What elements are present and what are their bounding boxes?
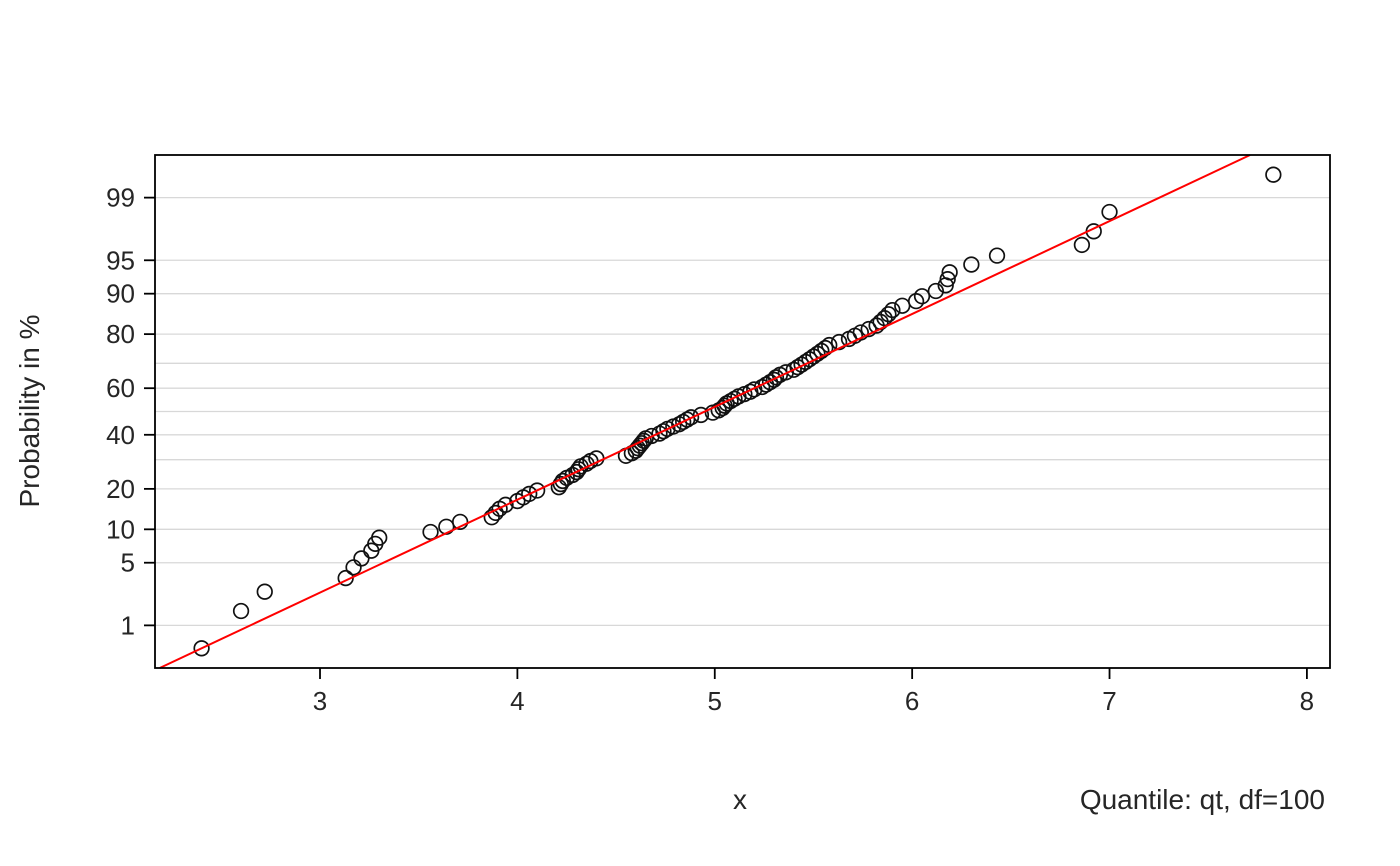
y-axis-title: Probability in % xyxy=(14,314,45,508)
data-point xyxy=(1101,203,1118,221)
data-point xyxy=(789,359,806,376)
data-point xyxy=(193,640,210,657)
data-point xyxy=(232,602,250,620)
data-point xyxy=(767,369,785,386)
reference-line xyxy=(159,154,1251,669)
data-point xyxy=(651,425,668,442)
y-tick-label: 95 xyxy=(106,245,135,275)
data-point xyxy=(521,485,538,503)
x-tick-label: 3 xyxy=(313,686,327,716)
y-tick-label: 80 xyxy=(106,319,135,349)
data-point xyxy=(422,523,439,541)
data-point xyxy=(941,264,958,281)
data-point xyxy=(451,513,469,531)
data-point xyxy=(907,292,925,310)
data-point xyxy=(671,416,688,433)
data-point xyxy=(675,413,692,431)
plot-box xyxy=(154,154,1331,669)
y-tick-label: 60 xyxy=(106,373,135,403)
data-point xyxy=(718,395,735,412)
data-point xyxy=(1073,236,1091,254)
y-tick-label: 10 xyxy=(106,514,135,544)
data-point xyxy=(722,392,739,410)
data-point xyxy=(765,371,783,388)
data-point xyxy=(552,475,569,493)
y-tick-label: 99 xyxy=(106,183,135,213)
data-point xyxy=(880,306,897,323)
data-point xyxy=(988,247,1006,264)
x-tick-label: 6 xyxy=(905,686,919,716)
x-tick-label: 8 xyxy=(1300,686,1314,716)
data-point xyxy=(438,518,455,535)
data-point xyxy=(256,583,273,600)
x-tick-label: 7 xyxy=(1102,686,1116,716)
data-point xyxy=(682,409,700,426)
data-point xyxy=(497,496,514,513)
data-point xyxy=(860,320,877,338)
data-point xyxy=(963,256,980,273)
quantile-caption: Quantile: qt, df=100 xyxy=(1079,784,1325,815)
x-tick-label: 5 xyxy=(708,686,722,716)
y-tick-label: 90 xyxy=(106,279,135,309)
data-point xyxy=(785,361,802,378)
data-point xyxy=(528,482,546,499)
data-point xyxy=(852,324,869,341)
data-point xyxy=(692,406,710,424)
data-point xyxy=(371,529,388,546)
data-point xyxy=(927,282,944,300)
x-axis-title: x xyxy=(733,784,747,815)
data-point xyxy=(939,271,956,288)
data-point xyxy=(655,423,672,440)
y-tick-label: 5 xyxy=(121,548,135,578)
data-point xyxy=(353,550,370,567)
data-point xyxy=(913,288,931,305)
x-tick-label: 4 xyxy=(510,686,524,716)
data-point xyxy=(1265,166,1282,183)
y-tick-label: 20 xyxy=(106,474,135,504)
y-tick-label: 40 xyxy=(106,420,135,450)
data-point xyxy=(894,297,911,314)
y-tick-label: 1 xyxy=(121,610,135,640)
data-point xyxy=(884,301,901,319)
data-point xyxy=(726,390,743,407)
data-point xyxy=(635,432,652,449)
data-point xyxy=(830,333,848,351)
